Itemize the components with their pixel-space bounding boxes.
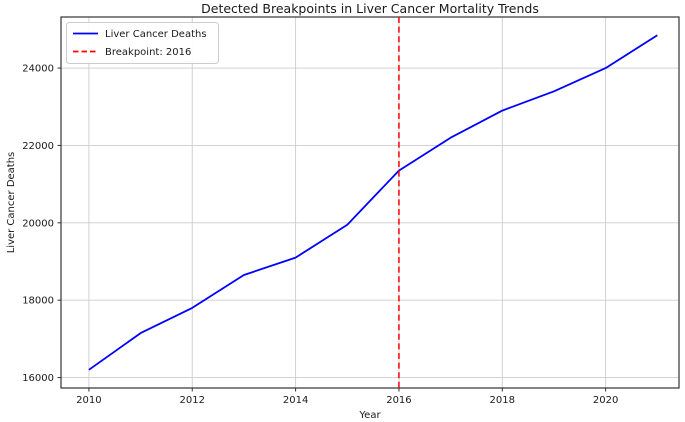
y-tick-label: 24000 [22, 64, 54, 75]
legend: Liver Cancer Deaths Breakpoint: 2016 [66, 22, 219, 64]
x-tick-label: 2010 [76, 395, 101, 406]
y-tick-label: 16000 [22, 373, 54, 384]
legend-label-series: Liver Cancer Deaths [105, 29, 207, 40]
x-tick-label: 2020 [593, 395, 618, 406]
chart-title: Detected Breakpoints in Liver Cancer Mor… [201, 1, 539, 16]
y-axis-label: Liver Cancer Deaths [6, 152, 17, 254]
legend-label-breakpoint: Breakpoint: 2016 [105, 47, 191, 58]
y-tick-label: 22000 [22, 141, 54, 152]
tick-layer: 2010 2012 2014 2016 2018 2020 16000 18000 20000 2… [22, 64, 618, 406]
legend-box [66, 22, 219, 64]
y-tick-label: 20000 [22, 218, 54, 229]
grid-layer [61, 17, 679, 388]
x-tick-label: 2014 [283, 395, 308, 406]
series-line-liver-cancer-deaths [88, 34, 658, 371]
x-tick-label: 2012 [180, 395, 205, 406]
x-tick-label: 2018 [490, 395, 515, 406]
x-tick-label: 2016 [386, 395, 411, 406]
x-axis-label: Year [358, 410, 381, 421]
plot-border [60, 16, 680, 389]
y-tick-label: 18000 [22, 296, 54, 307]
